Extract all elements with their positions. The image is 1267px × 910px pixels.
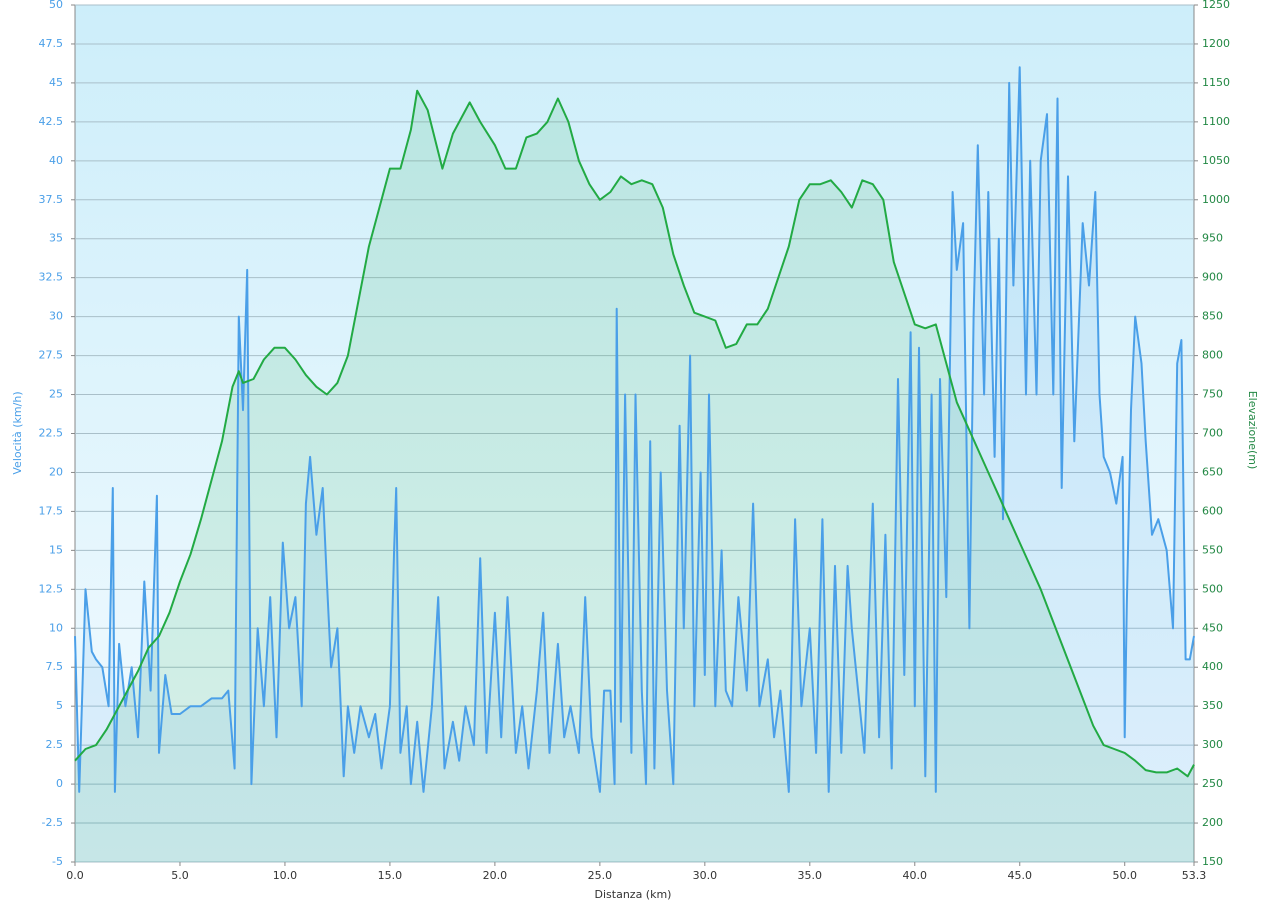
y2-tick-label: 1050 <box>1202 154 1230 167</box>
y2-tick-label: 150 <box>1202 855 1223 868</box>
y2-tick-label: 550 <box>1202 543 1223 556</box>
x-tick-label: 53.3 <box>1182 869 1207 882</box>
y2-tick-label: 900 <box>1202 271 1223 284</box>
y2-tick-label: 1200 <box>1202 37 1230 50</box>
y-tick-label: -5 <box>52 855 63 868</box>
y-tick-label: 45 <box>49 76 63 89</box>
y-tick-label: -2.5 <box>42 816 63 829</box>
y-tick-label: 25 <box>49 388 63 401</box>
y-tick-label: 17.5 <box>39 504 64 517</box>
y2-tick-label: 650 <box>1202 465 1223 478</box>
y-tick-label: 47.5 <box>39 37 64 50</box>
y-tick-label: 42.5 <box>39 115 64 128</box>
y2-axis-label: Elevazione(m) <box>1246 391 1259 470</box>
x-tick-label: 45.0 <box>1007 869 1032 882</box>
y2-tick-label: 950 <box>1202 232 1223 245</box>
y2-tick-label: 400 <box>1202 660 1223 673</box>
y-axis-label: Velocità (km/h) <box>11 391 24 474</box>
x-axis-label: Distanza (km) <box>595 888 672 901</box>
y2-tick-label: 1100 <box>1202 115 1230 128</box>
x-tick-label: 20.0 <box>483 869 508 882</box>
y2-tick-label: 700 <box>1202 427 1223 440</box>
y-tick-label: 5 <box>56 699 63 712</box>
x-tick-label: 25.0 <box>588 869 613 882</box>
y2-tick-label: 1000 <box>1202 193 1230 206</box>
line <box>74 66 1195 793</box>
y2-tick-label: 200 <box>1202 816 1223 829</box>
y-tick-label: 50 <box>49 0 63 11</box>
y-tick-label: 0 <box>56 777 63 790</box>
x-tick-label: 5.0 <box>171 869 189 882</box>
x-tick-label: 40.0 <box>903 869 928 882</box>
y-tick-label: 15 <box>49 543 63 556</box>
y-tick-label: 20 <box>49 465 63 478</box>
y2-tick-label: 850 <box>1202 310 1223 323</box>
y2-tick-label: 350 <box>1202 699 1223 712</box>
x-tick-label: 10.0 <box>273 869 298 882</box>
y2-tick-label: 250 <box>1202 777 1223 790</box>
y-tick-label: 22.5 <box>39 427 64 440</box>
x-tick-label: 50.0 <box>1112 869 1137 882</box>
y-tick-label: 32.5 <box>39 271 64 284</box>
y2-tick-label: 500 <box>1202 582 1223 595</box>
x-tick-label: 0.0 <box>66 869 84 882</box>
y2-tick-label: 1150 <box>1202 76 1230 89</box>
y2-tick-label: 1250 <box>1202 0 1230 11</box>
x-tick-label: 30.0 <box>693 869 718 882</box>
x-tick-label: 15.0 <box>378 869 403 882</box>
y2-tick-label: 600 <box>1202 504 1223 517</box>
y-tick-label: 27.5 <box>39 349 64 362</box>
y-tick-label: 30 <box>49 310 63 323</box>
y-tick-label: 40 <box>49 154 63 167</box>
y2-tick-label: 300 <box>1202 738 1223 751</box>
y-tick-label: 10 <box>49 621 63 634</box>
y-tick-label: 7.5 <box>46 660 64 673</box>
y-tick-label: 2.5 <box>46 738 64 751</box>
y-tick-label: 12.5 <box>39 582 64 595</box>
y-tick-label: 37.5 <box>39 193 64 206</box>
y2-tick-label: 450 <box>1202 621 1223 634</box>
y2-tick-label: 750 <box>1202 388 1223 401</box>
line <box>74 89 1195 778</box>
y-tick-label: 35 <box>49 232 63 245</box>
x-tick-label: 35.0 <box>798 869 823 882</box>
y2-tick-label: 800 <box>1202 349 1223 362</box>
